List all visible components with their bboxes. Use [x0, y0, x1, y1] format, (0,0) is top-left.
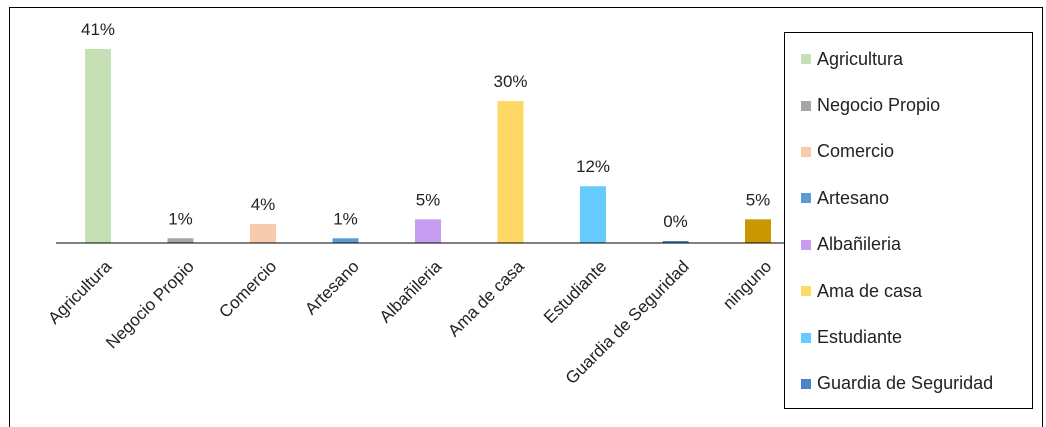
bars-layer	[85, 49, 771, 243]
legend-swatch	[801, 100, 811, 111]
bar-6	[497, 101, 524, 243]
data-label-9: 5%	[746, 190, 771, 209]
legend-item-2: Negocio Propio	[785, 82, 1032, 128]
data-label-4: 1%	[333, 209, 358, 228]
legend-swatch	[801, 239, 811, 250]
legend-swatch	[801, 193, 811, 204]
x-tick-label-4: Artesano	[301, 257, 363, 319]
data-labels-layer: 41% 1% 4% 1% 5% 30% 12% 0% 5%	[81, 20, 770, 231]
x-tick-label-7: Estudiante	[540, 257, 610, 327]
x-tick-label-6: Ama de casa	[444, 257, 528, 341]
legend-item-5: Albañileria	[785, 222, 1032, 268]
x-tick-label-3: Comercio	[215, 257, 280, 322]
data-label-2: 1%	[168, 209, 193, 228]
bar-2	[167, 238, 194, 243]
bar-7	[580, 186, 606, 243]
legend-label: Agricultura	[817, 48, 904, 69]
data-label-8: 0%	[663, 212, 688, 231]
x-tick-label-5: Albañileria	[376, 257, 446, 327]
bar-1	[85, 49, 111, 243]
x-tick-label-1: Agricultura	[44, 256, 115, 327]
data-label-1: 41%	[81, 20, 115, 39]
chart-frame	[9, 7, 1043, 427]
legend-label: Artesano	[817, 187, 890, 208]
legend-item-1: Agricultura	[785, 36, 1032, 82]
legend: Agricultura Negocio Propio Comercio Artesan…	[784, 32, 1033, 409]
legend-label: Comercio	[817, 141, 895, 162]
data-label-5: 5%	[416, 190, 441, 209]
bar-9	[745, 219, 771, 243]
legend-swatch	[801, 332, 811, 343]
legend-swatch	[801, 54, 811, 65]
bar-3	[250, 224, 276, 243]
data-label-6: 30%	[493, 72, 527, 91]
legend-item-6: Ama de casa	[785, 268, 1032, 314]
legend-swatch	[801, 378, 811, 389]
legend-item-4: Artesano	[785, 175, 1032, 221]
legend-swatch	[801, 146, 811, 157]
legend-label: Estudiante	[817, 327, 903, 348]
data-label-3: 4%	[251, 195, 276, 214]
data-label-7: 12%	[576, 157, 610, 176]
x-tick-label-2: Negocio Propio	[102, 257, 198, 353]
legend-label: Ama de casa	[817, 280, 923, 301]
bar-4	[332, 238, 359, 243]
legend-item-7: Estudiante	[785, 314, 1032, 360]
x-tick-label-9: ninguno	[719, 257, 775, 313]
bar-5	[415, 219, 441, 243]
legend-label: Negocio Propio	[817, 95, 941, 116]
legend-item-3: Comercio	[785, 129, 1032, 175]
legend-swatch	[801, 286, 811, 297]
legend-label: Guardia de Seguridad	[817, 373, 994, 394]
bar-8	[662, 241, 689, 243]
legend-label: Albañileria	[817, 234, 902, 255]
legend-item-8: Guardia de Seguridad	[785, 361, 1032, 407]
